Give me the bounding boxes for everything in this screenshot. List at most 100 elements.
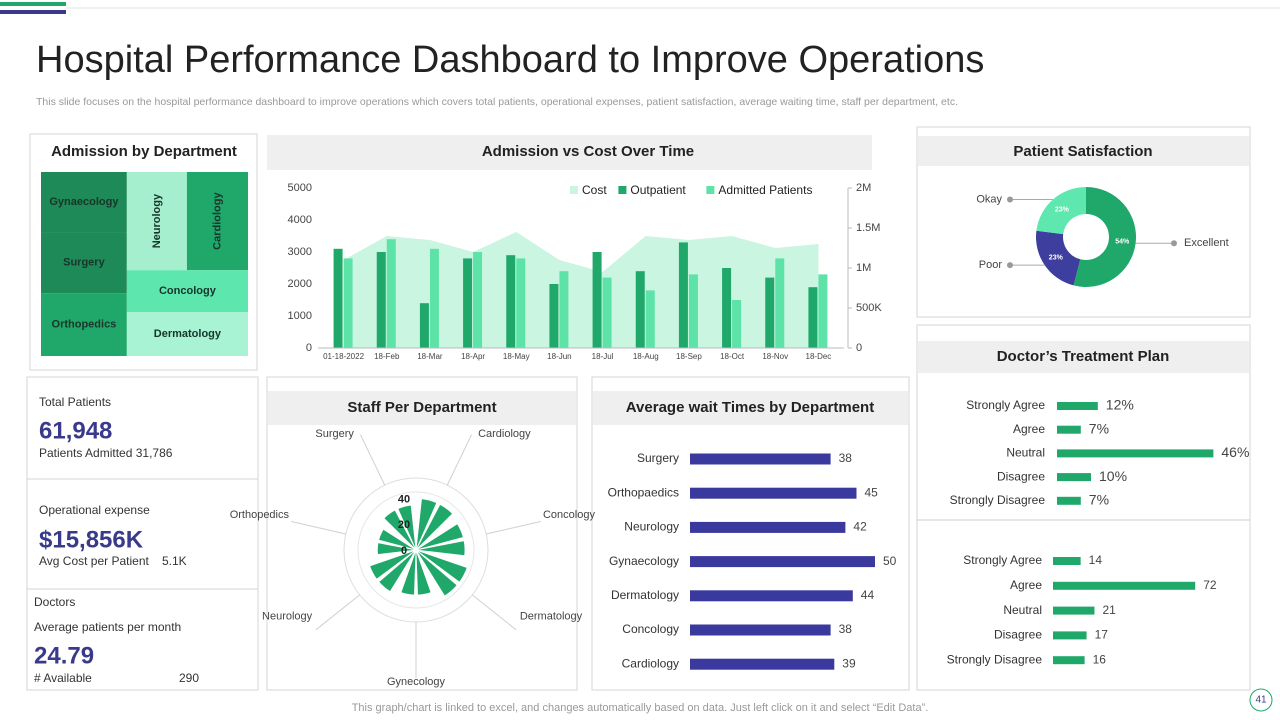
kpi-label: Total Patients [39,395,111,409]
y-tick-label: 4000 [288,214,312,226]
r-tick-label: 0 [401,545,407,557]
cell-label: Neurology [151,193,163,248]
panel [916,324,1251,691]
cell-label: Orthopedics [52,318,117,330]
bar [690,556,875,568]
bar [645,290,655,348]
value-label: 54% [1115,238,1130,245]
r-tick-label: 20 [398,519,410,531]
treemap-cell [126,172,187,271]
kpi-value: 61,948 [39,417,112,444]
pie-slice [1036,187,1086,235]
polar-wedge [378,528,417,551]
category-label: Neutral [1003,603,1042,617]
kpi-note: Avg Cost per Patient [39,554,150,568]
category-label: Dermatology [611,588,679,602]
chart-title: Admission vs Cost Over Time [482,143,694,160]
value-label: 7% [1089,492,1109,508]
x-tick-label: 18-Nov [762,352,788,361]
value-label: 16 [1093,652,1107,666]
bar [1057,449,1214,458]
bar [1053,557,1081,565]
y-tick-label: 1000 [288,310,312,322]
page-badge [1249,688,1273,712]
x-tick-label: 01-18-2022 [323,352,364,361]
treemap-cell [41,293,127,356]
y-tick-label: 2000 [288,278,312,290]
chart-title: Staff Per Department [347,399,496,416]
treemap-cell [41,172,127,233]
footer-note: This graph/chart is linked to excel, and… [352,702,929,714]
legend-label: Admitted Patients [718,183,812,197]
bar [722,268,732,348]
category-label: Neurology [624,520,679,534]
y2-tick-label: 500K [856,302,882,314]
bar [1053,656,1085,665]
treemap-cell [126,312,248,356]
panel [591,376,910,691]
category-label: Concology [543,509,595,521]
polar-wedge [415,523,464,551]
bar [635,271,645,348]
kpi-note: # Available [34,671,92,685]
y2-tick-label: 1.5M [856,222,880,234]
panel-header [918,136,1249,166]
category-label: Agree [1010,578,1042,592]
category-label: Gynaecology [609,554,679,568]
bar [343,258,353,348]
polar-wedge [415,540,466,557]
bar [1057,473,1091,482]
bar [549,284,559,348]
value-label: 38 [839,451,853,465]
page-title: Hospital Performance Dashboard to Improv… [36,39,984,81]
bar [690,624,831,636]
kpi-note-value: 5.1K [162,554,187,568]
category-label: Orthopaedics [608,485,679,499]
category-label: Agree [1013,422,1045,436]
polar-wedge [369,549,417,580]
x-tick-label: 18-Feb [374,352,400,361]
value-label: 10% [1099,468,1127,484]
value-label: 50 [883,554,897,568]
polar-wedge [383,509,417,551]
polar-wedge [415,498,438,551]
category-label: Surgery [315,428,354,440]
kpi-note: Patients Admitted 31,786 [39,446,173,460]
category-label: Cardiology [622,656,679,670]
treemap-cell [186,172,248,271]
pie-slice [1036,230,1081,286]
cell-label: Gynaecology [49,196,119,208]
chart-title: Doctor’s Treatment Plan [997,348,1170,365]
chart-title: Admission by Department [51,143,237,160]
bar [690,590,853,602]
category-label: Concology [622,622,679,636]
leader-dot [1007,196,1013,203]
bar [473,252,483,348]
bar [463,258,473,348]
kpi-label: Operational expense [39,503,150,517]
category-label: Neutral [1006,446,1045,460]
kpi-note-value: 290 [179,671,199,685]
x-tick-label: 18-Oct [720,352,745,361]
category-label: Gynecology [387,676,446,688]
bar [690,453,831,465]
kpi-sublabel: Average patients per month [34,620,181,634]
cell-label: Surgery [63,257,105,269]
bar [1057,402,1098,410]
bar [1057,425,1081,434]
category-label: Strongly Disagree [947,652,1043,666]
value-label: 39 [842,656,856,670]
legend-swatch [618,186,627,194]
value-label: 17 [1095,628,1109,642]
bar [1053,631,1087,640]
bar [559,271,569,348]
polar-wedge [415,549,468,583]
bar [765,277,775,348]
legend-label: Cost [582,183,607,197]
value-label: 7% [1089,420,1109,436]
value-label: 45 [865,485,879,499]
pie-slice [1073,187,1136,288]
value-label: 23% [1055,206,1070,213]
spoke [486,521,541,535]
bar [690,487,857,499]
